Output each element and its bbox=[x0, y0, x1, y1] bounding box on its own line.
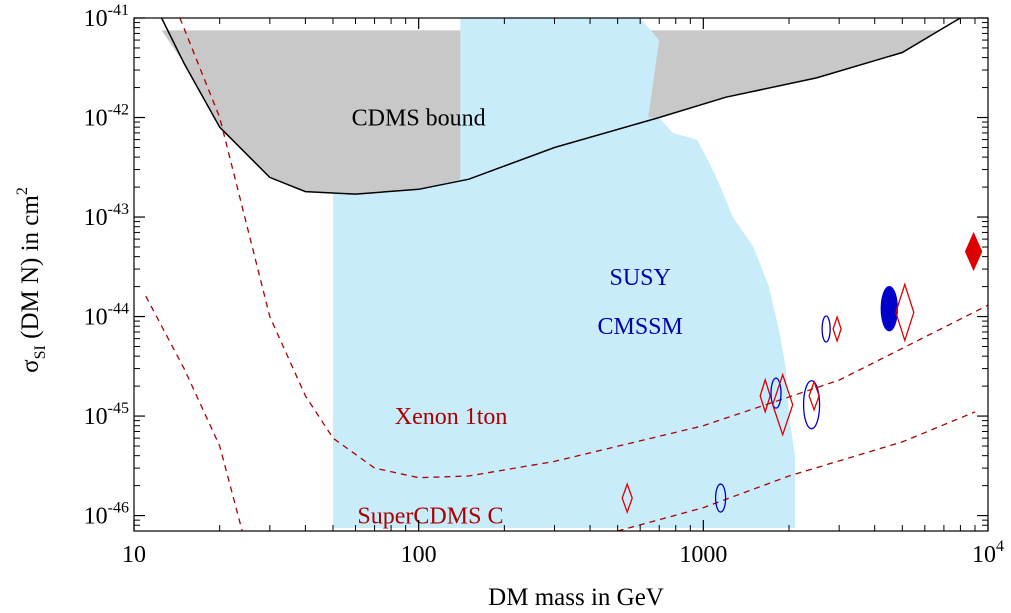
annotation-supercdms-c: SuperCDMS C bbox=[357, 504, 503, 530]
x-tick-label: 1000 bbox=[679, 542, 727, 568]
marker-diamond-2 bbox=[759, 377, 771, 414]
marker-ellipse-1 bbox=[714, 483, 727, 513]
y-tick-label: 10-46 bbox=[84, 500, 129, 530]
marker-diamond-0 bbox=[621, 482, 633, 515]
y-axis-ticks: 10-41 10-42 10-43 10-44 10-45 10-46 bbox=[84, 2, 988, 532]
curves-layer bbox=[145, 18, 988, 531]
marker-ellipse-3 bbox=[770, 377, 782, 409]
plot-frame bbox=[133, 17, 989, 532]
regions-layer bbox=[161, 18, 941, 528]
annotations-layer: CDMS bound SUSY CMSSM Xenon 1ton SuperCDMS C bbox=[352, 106, 683, 530]
x-tick-label: 100 bbox=[401, 542, 437, 568]
marker-diamond-8 bbox=[832, 314, 842, 344]
x-axis-ticks: 10 100 1000 104 bbox=[122, 18, 1004, 568]
y-tick-label: 10-43 bbox=[84, 201, 129, 231]
x-tick-label: 10 bbox=[122, 542, 146, 568]
marker-ellipse-7 bbox=[821, 315, 831, 343]
y-axis-label-superscript: 2 bbox=[14, 187, 31, 195]
y-axis-label-text: (DM N) in cm bbox=[17, 195, 44, 346]
curve-cdms-bound-0 bbox=[160, 18, 961, 195]
curve-supercdms-c-2 bbox=[145, 295, 243, 531]
annotation-cmssm: CMSSM bbox=[597, 314, 682, 340]
curve-xenon-1ton-1 bbox=[179, 18, 988, 479]
annotation-xenon-1ton: Xenon 1ton bbox=[395, 404, 508, 430]
marker-diamond-4 bbox=[772, 372, 794, 437]
marker-ellipse-9 bbox=[880, 286, 898, 332]
y-axis-label-sigma: σ bbox=[17, 359, 44, 373]
x-tick-label: 104 bbox=[972, 538, 1004, 568]
y-tick-label: 10-41 bbox=[84, 2, 129, 32]
y-tick-label: 10-42 bbox=[84, 102, 129, 132]
y-tick-label: 10-45 bbox=[84, 400, 129, 430]
annotation-cdms-bound: CDMS bound bbox=[352, 106, 486, 132]
marker-diamond-11 bbox=[964, 231, 983, 272]
marker-diamond-6 bbox=[808, 379, 820, 412]
y-axis-label-subscript: SI bbox=[32, 345, 49, 359]
marker-diamond-10 bbox=[895, 282, 915, 343]
marker-ellipse-5 bbox=[802, 380, 821, 430]
y-axis-label: σSI (DM N) in cm2 bbox=[14, 187, 49, 373]
curve-supercdms-c-3 bbox=[617, 411, 976, 531]
region-susy-cmssm bbox=[333, 18, 796, 528]
x-axis-label: DM mass in GeV bbox=[488, 584, 664, 611]
y-tick-label: 10-44 bbox=[84, 301, 129, 331]
annotation-susy: SUSY bbox=[610, 265, 671, 291]
markers-layer bbox=[621, 231, 983, 515]
